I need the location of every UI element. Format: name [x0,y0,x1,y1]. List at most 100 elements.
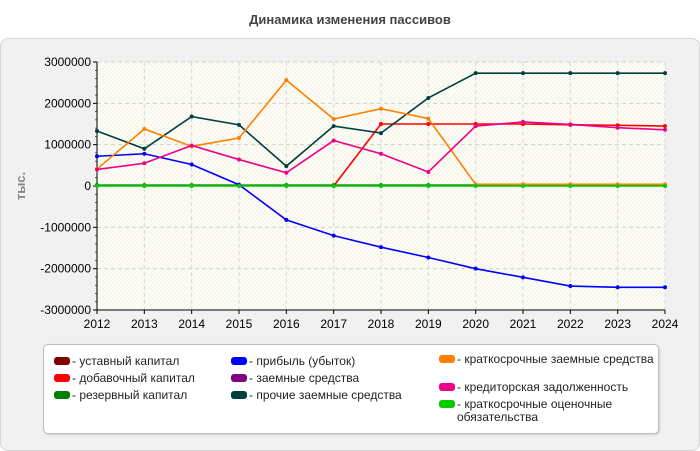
chart-legend: - уставный капитал - добавочный капитал - … [43,344,659,434]
data-point [615,71,620,76]
legend-swatch [54,391,70,399]
data-point [615,285,620,290]
data-point [331,138,336,143]
data-point [284,170,289,175]
y-axis-label: тыс. [13,172,28,200]
data-point [663,127,667,132]
x-tick-label: 2021 [510,317,537,331]
data-point [284,164,289,169]
data-point [142,161,147,166]
x-tick-label: 2017 [320,317,347,331]
legend-label: - добавочный капитал [72,371,195,385]
data-point [189,114,194,119]
y-tick-label: -2000000 [40,262,91,276]
legend-item: - добавочный капитал [54,372,224,385]
legend-swatch [439,383,455,391]
legend-label: - резервный капитал [72,388,188,402]
legend-swatch [231,374,247,382]
data-point [426,122,431,126]
legend-swatch [231,357,247,365]
data-point [95,129,99,134]
data-point [189,143,194,148]
data-point [331,233,336,238]
data-point [426,169,431,174]
y-tick-label: 1000000 [44,138,91,152]
y-tick-label: 2000000 [44,96,91,110]
y-tick-label: -3000000 [40,303,91,317]
x-tick-label: 2019 [415,317,442,331]
x-tick-label: 2020 [462,317,489,331]
data-point [379,184,383,188]
data-point [521,184,525,188]
legend-label: - краткосрочные заемные средства [457,352,654,366]
data-point [284,217,289,222]
data-point [663,124,667,129]
data-point [331,117,336,122]
legend-item: - кредиторская задолженность [439,381,654,394]
data-point [473,266,478,271]
data-point [568,122,573,127]
data-point [521,119,525,124]
chart-title: Динамика изменения пассивов [249,12,451,27]
data-point [237,184,241,188]
data-point [379,131,383,136]
x-tick-label: 2022 [557,317,584,331]
data-point [521,71,525,76]
data-point [189,184,194,188]
data-point [473,184,478,188]
x-tick-label: 2012 [84,317,111,331]
data-point [663,285,667,290]
data-point [189,162,194,167]
data-point [237,136,241,141]
legend-item: - краткосрочные оценочные обязательства [439,398,654,424]
legend-swatch [439,355,455,363]
data-point [379,151,383,156]
x-tick-label: 2015 [226,317,253,331]
data-point [379,122,383,126]
legend-label: - прибыль (убыток) [249,354,356,368]
data-point [663,184,667,188]
x-tick-label: 2016 [273,317,300,331]
legend-item: - заемные средства [231,372,431,385]
legend-item: - прибыль (убыток) [231,355,431,368]
data-point [426,95,431,100]
data-point [142,126,147,131]
legend-label: - кредиторская задолженность [457,380,629,394]
data-point [568,71,573,76]
data-point [331,184,336,188]
legend-swatch [231,391,247,399]
legend-label: - заемные средства [249,371,360,385]
data-point [95,184,99,188]
data-point [237,157,241,162]
data-point [379,106,383,111]
data-point [521,275,525,280]
legend-item: - краткосрочные заемные средства [439,353,654,366]
data-point [95,154,99,159]
data-point [473,124,478,129]
x-tick-label: 2023 [604,317,631,331]
x-tick-label: 2013 [131,317,158,331]
data-point [615,184,620,188]
data-point [284,184,289,188]
legend-label: - уставный капитал [72,354,180,368]
x-tick-label: 2014 [178,317,205,331]
data-point [615,125,620,130]
y-tick-label: 0 [84,179,91,193]
legend-swatch [54,374,70,382]
data-point [237,122,241,127]
data-point [473,71,478,76]
legend-swatch [54,357,70,365]
data-point [426,116,431,121]
data-point [568,284,573,289]
x-tick-label: 2024 [652,317,679,331]
legend-item: - прочие заемные средства [231,389,431,402]
legend-label: - краткосрочные оценочные обязательства [457,397,613,424]
y-tick-label: 3000000 [44,55,91,69]
y-tick-label: -1000000 [40,220,91,234]
data-point [379,245,383,250]
data-point [95,167,99,172]
data-point [568,184,573,188]
data-point [142,184,147,188]
data-point [426,255,431,260]
